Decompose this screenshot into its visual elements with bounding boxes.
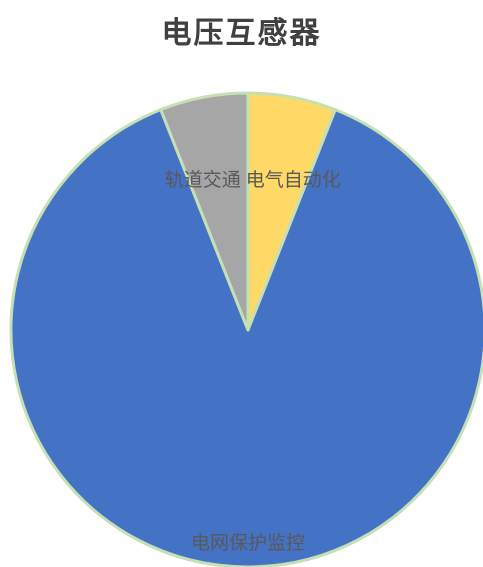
chart-title: 电压互感器 bbox=[161, 16, 322, 51]
pie-slice-3 bbox=[159, 91, 250, 332]
slice-label-1: 电气自动化 bbox=[246, 169, 341, 191]
slice-label-3: 轨道交通 bbox=[165, 169, 241, 191]
slice-label-2: 电网保护监控 bbox=[191, 532, 305, 554]
pie-slices bbox=[9, 91, 483, 567]
